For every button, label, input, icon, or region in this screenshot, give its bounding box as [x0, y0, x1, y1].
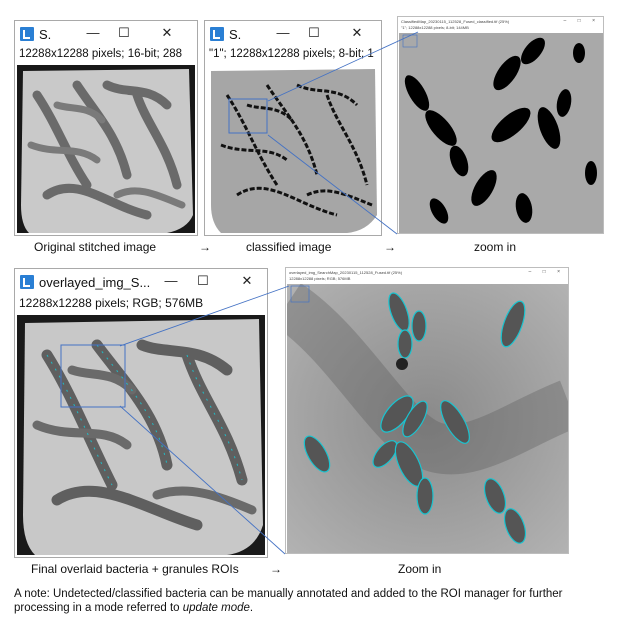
overlay-titlebar[interactable]: overlayed_img_S...	[15, 269, 267, 295]
overlay-image-window[interactable]: overlayed_img_S... — ☐ ✕ 12288x12288 pix…	[14, 268, 268, 558]
original-titlebar[interactable]: S.	[15, 21, 197, 47]
classified-image-window[interactable]: S. — ☐ ✕ "1"; 12288x12288 pixels; 8-bit;…	[204, 20, 382, 236]
minimize-icon[interactable]: —	[86, 25, 100, 40]
zoom-classified-image	[399, 33, 603, 233]
overlay-image-canvas[interactable]	[17, 315, 265, 555]
classified-caption: classified image	[246, 240, 332, 254]
minimize-icon[interactable]: —	[276, 25, 290, 40]
arrow-icon: →	[199, 240, 211, 254]
maximize-icon[interactable]: ☐	[308, 25, 320, 40]
original-image-canvas[interactable]	[17, 65, 195, 233]
overlay-image-info: 12288x12288 pixels; RGB; 576MB	[19, 296, 204, 310]
original-window-title: S.	[39, 26, 52, 42]
window-controls-icon[interactable]: – □ ×	[528, 269, 565, 275]
classified-microscopy-image	[207, 65, 379, 233]
minimize-icon[interactable]: —	[164, 273, 178, 288]
arrow-icon: →	[270, 562, 282, 576]
original-caption: Original stitched image	[34, 240, 157, 254]
original-microscopy-image	[17, 65, 195, 233]
zoom-classified-window[interactable]: ClassifiedMap_20230115_112528_Fused_clas…	[397, 16, 604, 234]
note-suffix: .	[249, 602, 254, 614]
zoom-overlay-image	[287, 284, 568, 553]
classified-image-info: "1"; 12288x12288 pixels; 8-bit; 1	[209, 48, 374, 60]
zoom-overlay-info: 12288x12288 pixels; RGB; 576MB	[289, 276, 351, 281]
zoom-overlay-window[interactable]: overlayed_img_SearchMap_20230115_112528_…	[285, 267, 569, 554]
zoom-classified-caption: zoom in	[474, 240, 517, 254]
original-image-info: 12288x12288 pixels; 16-bit; 288	[19, 48, 183, 60]
note-emphasis: update mode	[182, 602, 250, 614]
zoom-classified-info: "1"; 12288x12288 pixels; 8-bit; 144MB	[401, 25, 469, 30]
note-text: A note: Undetected/classified bacteria c…	[14, 587, 614, 615]
classified-window-title: S.	[229, 26, 242, 42]
zoom-overlay-title: overlayed_img_SearchMap_20230115_112528_…	[289, 270, 403, 275]
imagej-app-icon	[210, 27, 224, 41]
overlay-microscopy-image	[17, 315, 265, 555]
close-icon[interactable]: ✕	[241, 273, 253, 288]
overlay-caption: Final overlaid bacteria + granules ROIs	[31, 562, 239, 576]
close-icon[interactable]: ✕	[351, 25, 363, 40]
imagej-app-icon	[20, 275, 34, 289]
zoom-overlay-caption: Zoom in	[398, 562, 442, 576]
note-prefix: A note: Undetected/classified bacteria c…	[14, 588, 563, 614]
maximize-icon[interactable]: ☐	[118, 25, 130, 40]
close-icon[interactable]: ✕	[161, 25, 173, 40]
window-controls-icon[interactable]: – □ ×	[563, 18, 600, 24]
overlay-window-title: overlayed_img_S...	[39, 274, 151, 290]
zoom-classified-title: ClassifiedMap_20230115_112528_Fused_clas…	[401, 19, 510, 24]
imagej-app-icon	[20, 27, 34, 41]
original-image-window[interactable]: S. — ☐ ✕ 12288x12288 pixels; 16-bit; 288	[14, 20, 198, 236]
classified-image-canvas[interactable]	[207, 65, 379, 233]
maximize-icon[interactable]: ☐	[197, 273, 209, 288]
arrow-icon: →	[384, 240, 396, 254]
classified-titlebar[interactable]: S.	[205, 21, 381, 47]
